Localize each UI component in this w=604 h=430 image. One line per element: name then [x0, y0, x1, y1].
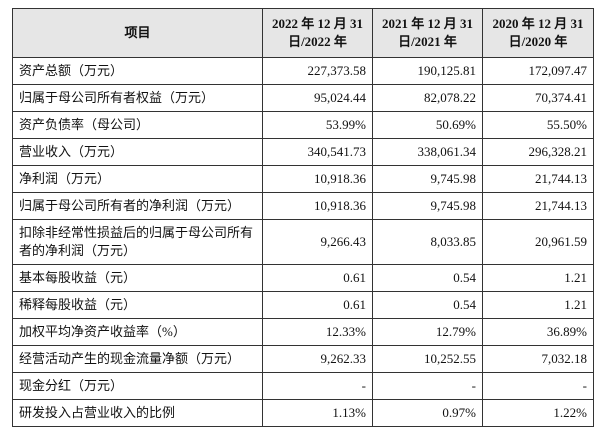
label-cell: 扣除非经常性损益后的归属于母公司所有者的净利润（万元） — [12, 219, 263, 265]
value-cell: 9,745.98 — [372, 165, 483, 193]
value-cell: 0.61 — [262, 291, 373, 319]
header-row: 项目 2022 年 12 月 31 日/2022 年 2021 年 12 月 31 日/… — [12, 8, 594, 58]
header-line: 日/2021 年 — [398, 34, 457, 49]
value-cell: 12.79% — [372, 318, 483, 346]
label-cell: 研发投入占营业收入的比例 — [12, 399, 263, 427]
value-cell: 21,744.13 — [482, 165, 594, 193]
value-cell: 36.89% — [482, 318, 594, 346]
value-cell: 1.22% — [482, 399, 594, 427]
table-body: 资产总额（万元） 227,373.58 190,125.81 172,097.47 归属… — [12, 57, 594, 427]
value-cell: 50.69% — [372, 111, 483, 139]
value-cell: 1.21 — [482, 291, 594, 319]
value-cell: 9,266.43 — [262, 219, 373, 265]
table-row: 资产负债率（母公司） 53.99% 50.69% 55.50% — [12, 111, 594, 139]
value-cell: 0.54 — [372, 264, 483, 292]
header-cell: 2022 年 12 月 31 日/2022 年 — [262, 8, 373, 58]
value-cell: 9,745.98 — [372, 192, 483, 220]
value-cell: 55.50% — [482, 111, 594, 139]
value-cell: 172,097.47 — [482, 57, 594, 85]
label-cell: 加权平均净资产收益率（%） — [12, 318, 263, 346]
value-cell: 296,328.21 — [482, 138, 594, 166]
label-cell: 资产总额（万元） — [12, 57, 263, 85]
value-cell: 0.54 — [372, 291, 483, 319]
header-line: 2022 年 12 月 31 — [271, 16, 363, 31]
value-cell: 8,033.85 — [372, 219, 483, 265]
label-cell: 资产负债率（母公司） — [12, 111, 263, 139]
label-cell: 稀释每股收益（元） — [12, 291, 263, 319]
value-cell: - — [372, 372, 483, 400]
table-row: 资产总额（万元） 227,373.58 190,125.81 172,097.47 — [12, 57, 594, 85]
value-cell: 1.13% — [262, 399, 373, 427]
value-cell: 10,918.36 — [262, 192, 373, 220]
value-cell: 70,374.41 — [482, 84, 594, 112]
table-row: 归属于母公司所有者的净利润（万元） 10,918.36 9,745.98 21,744… — [12, 192, 594, 220]
value-cell: 0.61 — [262, 264, 373, 292]
value-cell: - — [482, 372, 594, 400]
table-row: 基本每股收益（元） 0.61 0.54 1.21 — [12, 264, 594, 292]
value-cell: 338,061.34 — [372, 138, 483, 166]
header-line: 日/2022 年 — [288, 34, 347, 49]
value-cell: 340,541.73 — [262, 138, 373, 166]
header-line: 日/2020 年 — [508, 34, 568, 49]
label-cell: 经营活动产生的现金流量净额（万元） — [12, 345, 263, 373]
value-cell: 95,024.44 — [262, 84, 373, 112]
value-cell: 7,032.18 — [482, 345, 594, 373]
header-cell: 2020 年 12 月 31 日/2020 年 — [482, 8, 594, 58]
header-line: 2021 年 12 月 31 — [381, 16, 473, 31]
label-cell: 基本每股收益（元） — [12, 264, 263, 292]
value-cell: 190,125.81 — [372, 57, 483, 85]
financial-table: 项目 2022 年 12 月 31 日/2022 年 2021 年 12 月 31 日/… — [12, 8, 594, 427]
value-cell: 10,918.36 — [262, 165, 373, 193]
header-cell: 2021 年 12 月 31 日/2021 年 — [372, 8, 483, 58]
table-row: 加权平均净资产收益率（%） 12.33% 12.79% 36.89% — [12, 318, 594, 346]
value-cell: 20,961.59 — [482, 219, 594, 265]
label-cell: 现金分红（万元） — [12, 372, 263, 400]
value-cell: - — [262, 372, 373, 400]
value-cell: 12.33% — [262, 318, 373, 346]
value-cell: 21,744.13 — [482, 192, 594, 220]
table-row: 扣除非经常性损益后的归属于母公司所有者的净利润（万元） 9,266.43 8,033… — [12, 219, 594, 265]
label-cell: 净利润（万元） — [12, 165, 263, 193]
table-row: 经营活动产生的现金流量净额（万元） 9,262.33 10,252.55 7,032.… — [12, 345, 594, 373]
table-row: 归属于母公司所有者权益（万元） 95,024.44 82,078.22 70,374.… — [12, 84, 594, 112]
label-cell: 归属于母公司所有者权益（万元） — [12, 84, 263, 112]
label-cell: 归属于母公司所有者的净利润（万元） — [12, 192, 263, 220]
header-cell: 项目 — [12, 8, 263, 58]
value-cell: 0.97% — [372, 399, 483, 427]
value-cell: 9,262.33 — [262, 345, 373, 373]
table-row: 现金分红（万元） - - - — [12, 372, 594, 400]
table-row: 营业收入（万元） 340,541.73 338,061.34 296,328.21 — [12, 138, 594, 166]
value-cell: 10,252.55 — [372, 345, 483, 373]
value-cell: 1.21 — [482, 264, 594, 292]
value-cell: 82,078.22 — [372, 84, 483, 112]
header-text: 项目 — [124, 25, 151, 40]
label-cell: 营业收入（万元） — [12, 138, 263, 166]
header-line: 2020 年 12 月 31 — [492, 16, 584, 31]
table-row: 净利润（万元） 10,918.36 9,745.98 21,744.13 — [12, 165, 594, 193]
table-row: 研发投入占营业收入的比例 1.13% 0.97% 1.22% — [12, 399, 594, 427]
value-cell: 53.99% — [262, 111, 373, 139]
value-cell: 227,373.58 — [262, 57, 373, 85]
table-row: 稀释每股收益（元） 0.61 0.54 1.21 — [12, 291, 594, 319]
